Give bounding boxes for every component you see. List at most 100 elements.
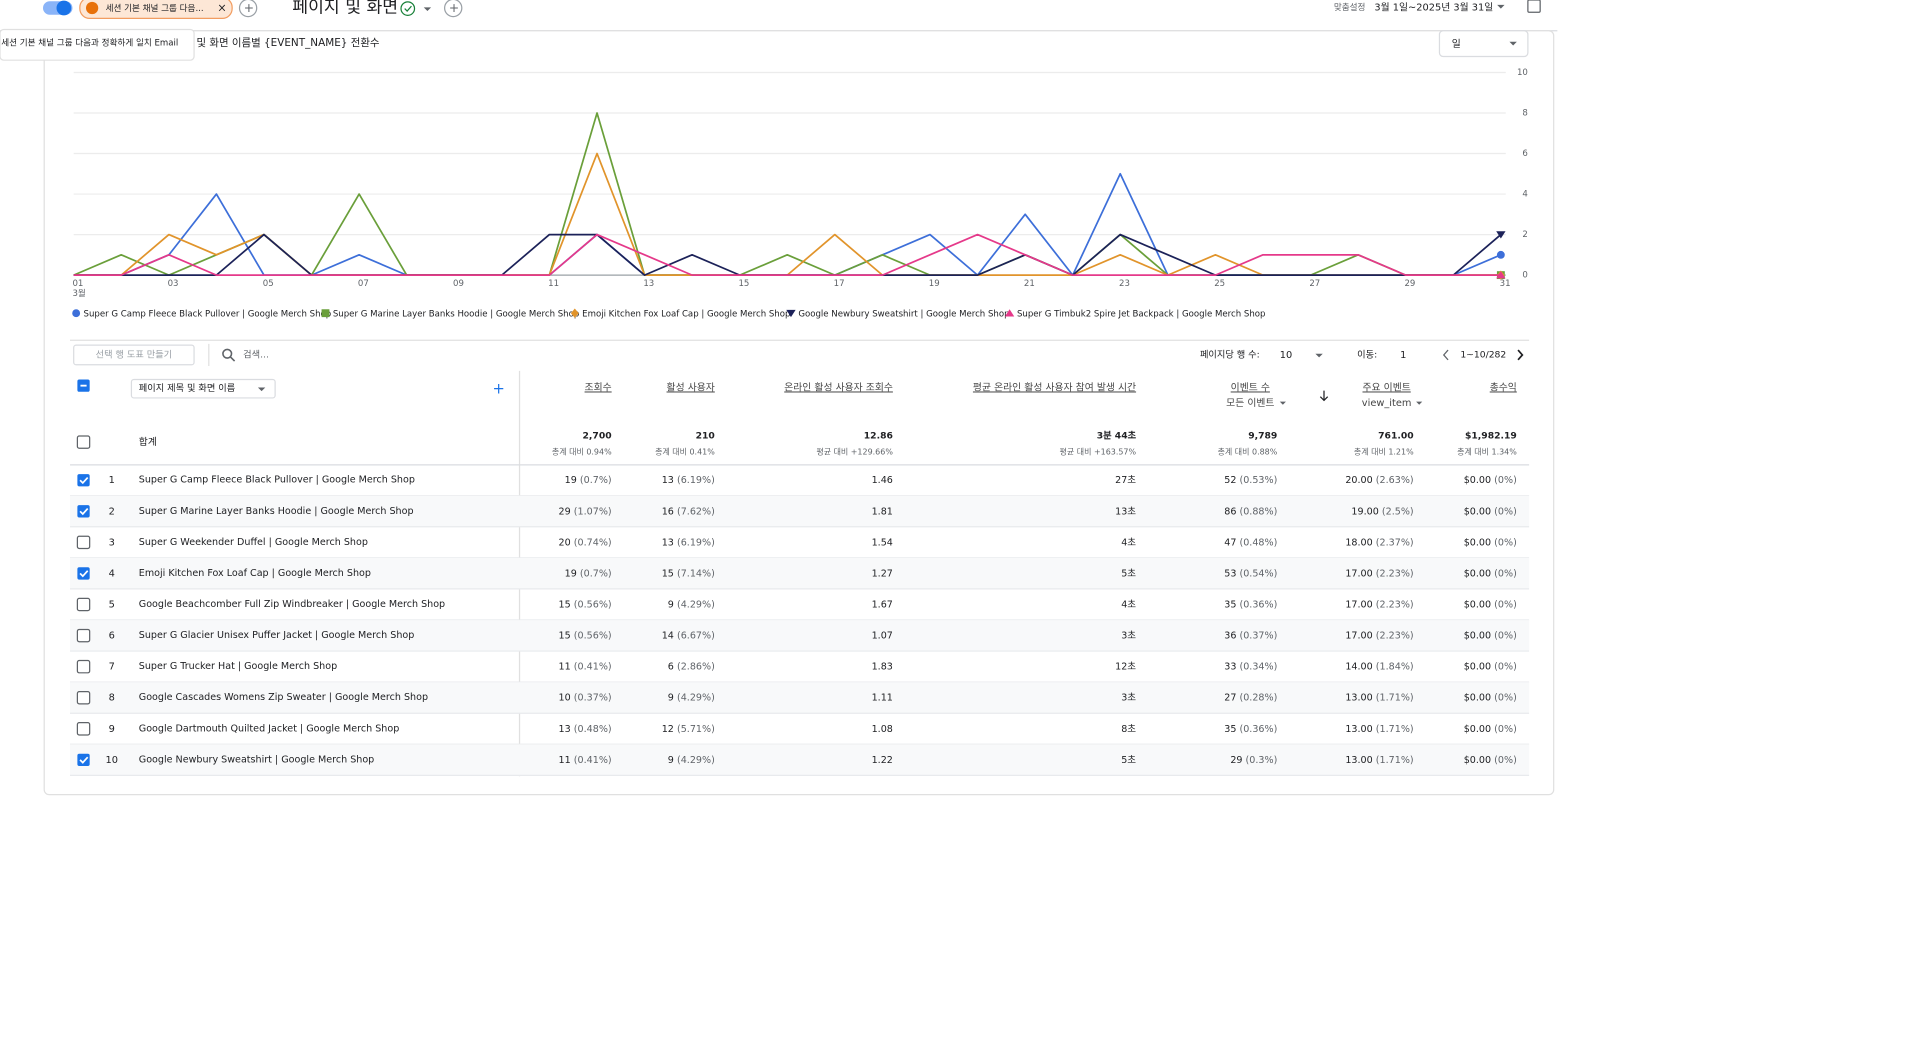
cell-share: (2.86%) — [677, 661, 715, 672]
row-title[interactable]: Super G Camp Fleece Black Pullover | Goo… — [139, 475, 415, 486]
row-title[interactable]: Super G Glacier Unisex Puffer Jacket | G… — [139, 630, 415, 641]
row-checkbox[interactable] — [77, 567, 90, 580]
column-header[interactable]: 평균 온라인 활성 사용자 참여 발생 시간 — [973, 380, 1136, 393]
legend-label[interactable]: Google Newbury Sweatshirt | Google Merch… — [798, 309, 1009, 319]
cell-value: 47 — [1224, 537, 1236, 548]
row-index: 5 — [109, 600, 115, 611]
cell-share: (0.34%) — [1239, 661, 1277, 672]
column-header[interactable]: 활성 사용자 — [667, 380, 715, 393]
interval-label[interactable]: 일 — [1452, 38, 1461, 50]
subheader-dropdown[interactable] — [1279, 401, 1286, 405]
x-tick-label: 21 — [1024, 279, 1035, 289]
interval-select[interactable] — [1438, 30, 1529, 58]
plot-rows-button[interactable] — [73, 344, 195, 366]
cell-value: $0.00 — [1464, 506, 1491, 517]
row-title[interactable]: Emoji Kitchen Fox Loaf Cap | Google Merc… — [139, 568, 371, 579]
next-page[interactable] — [1517, 349, 1524, 361]
cell-share: (0.56%) — [574, 599, 612, 610]
column-header[interactable]: 이벤트 수 — [1231, 381, 1270, 393]
cell: 27초 — [1115, 475, 1136, 486]
x-tick-label: 05 — [263, 279, 274, 289]
row-checkbox[interactable] — [76, 722, 91, 736]
dimension-dropdown[interactable] — [257, 387, 266, 392]
goto-label: 이동: — [1357, 349, 1377, 360]
title-dropdown[interactable] — [423, 7, 432, 12]
row-title[interactable]: Google Dartmouth Quilted Jacket | Google… — [139, 723, 399, 734]
sort-arrow[interactable] — [1319, 390, 1329, 402]
plot-rows-label[interactable]: 선택 행 도표 만들기 — [96, 348, 173, 360]
dimension-select[interactable] — [130, 378, 276, 399]
cell-share: (4.29%) — [677, 754, 715, 765]
subheader-dropdown[interactable] — [1416, 401, 1423, 405]
toggle-knob[interactable] — [56, 0, 72, 16]
row-title[interactable]: Super G Weekender Duffel | Google Merch … — [139, 537, 368, 548]
column-header[interactable]: 조회수 — [585, 381, 612, 393]
add-icon[interactable]: + — [449, 1, 459, 15]
row-index: 10 — [106, 755, 119, 766]
x-tick-label: 01 — [72, 279, 83, 289]
row-check — [79, 508, 89, 516]
row-checkbox[interactable] — [77, 505, 90, 518]
goto-value[interactable]: 1 — [1400, 350, 1406, 361]
add-button[interactable] — [444, 0, 463, 18]
cell-share: (0.7%) — [580, 568, 612, 579]
filter-chip[interactable] — [79, 0, 233, 20]
cell-share: (0.28%) — [1239, 692, 1277, 703]
search-placeholder[interactable]: 검색... — [243, 348, 269, 360]
total-sub: 평균 대비 +129.66% — [816, 446, 893, 456]
row-checkbox[interactable] — [76, 628, 91, 643]
total-label: 합계 — [139, 436, 157, 448]
dimension-label[interactable]: 페이지 제목 및 화면 이름 — [139, 382, 235, 394]
row-title[interactable]: Google Newbury Sweatshirt | Google Merch… — [139, 754, 374, 765]
row-title[interactable]: Google Cascades Womens Zip Sweater | Goo… — [139, 692, 428, 703]
interval-dropdown[interactable] — [1509, 41, 1517, 46]
cell-share: (0.88%) — [1239, 506, 1277, 517]
legend-label[interactable]: Super G Camp Fleece Black Pullover | Goo… — [84, 309, 332, 319]
chip-close[interactable]: × — [217, 2, 226, 15]
add-icon[interactable]: + — [244, 1, 254, 15]
row-checkbox[interactable] — [76, 535, 91, 550]
column-subheader[interactable]: 모든 이벤트 — [1226, 397, 1274, 409]
row-checkbox[interactable] — [77, 753, 90, 767]
row-checkbox[interactable] — [77, 474, 90, 487]
column-subheader[interactable]: view_item — [1362, 398, 1412, 409]
total-sub: 총계 대비 1.34% — [1457, 446, 1517, 456]
cell-value: $0.00 — [1464, 475, 1491, 486]
column-header[interactable]: 온라인 활성 사용자 조회수 — [784, 380, 893, 393]
share-icon[interactable] — [1527, 0, 1541, 13]
row-title[interactable]: Super G Marine Layer Banks Hoodie | Goog… — [139, 506, 414, 517]
cell-value: 27초 — [1115, 475, 1136, 486]
legend-label[interactable]: Emoji Kitchen Fox Loaf Cap | Google Merc… — [582, 309, 790, 319]
row-index: 6 — [109, 631, 115, 642]
column-header[interactable]: 총수익 — [1490, 381, 1517, 393]
legend-label[interactable]: Super G Timbuk2 Spire Jet Backpack | Goo… — [1017, 309, 1266, 319]
y-tick-label: 4 — [1522, 190, 1527, 200]
row-checkbox[interactable] — [76, 690, 91, 705]
add-dimension[interactable]: + — [493, 380, 505, 397]
cell-value: 86 — [1224, 506, 1236, 517]
cell-share: (0%) — [1494, 537, 1517, 548]
cell-value: 12초 — [1115, 661, 1136, 672]
rows-per-page-label: 페이지당 행 수: — [1200, 348, 1260, 360]
row-checkbox[interactable] — [76, 597, 91, 612]
cell-value: 4초 — [1121, 537, 1136, 548]
cell: 11 (0.41%) — [559, 661, 612, 672]
legend-label[interactable]: Super G Marine Layer Banks Hoodie | Goog… — [333, 309, 579, 319]
cell-value: 1.81 — [872, 506, 893, 517]
cell: 11 (0.41%) — [559, 754, 612, 765]
rows-dropdown[interactable] — [1315, 353, 1323, 358]
cell: 18.00 (2.37%) — [1345, 537, 1413, 548]
row-title[interactable]: Super G Trucker Hat | Google Merch Shop — [139, 661, 337, 672]
cell: 13.00 (1.71%) — [1345, 723, 1413, 734]
date-dropdown[interactable] — [1497, 4, 1505, 9]
row-title[interactable]: Google Beachcomber Full Zip Windbreaker … — [139, 599, 445, 610]
rows-per-page[interactable]: 10 — [1280, 350, 1293, 361]
x-tick-label: 27 — [1309, 279, 1320, 289]
date-range[interactable]: 3월 1일~2025년 3월 31일 — [1374, 1, 1493, 13]
row-checkbox[interactable] — [76, 659, 91, 674]
column-header[interactable]: 주요 이벤트 — [1363, 381, 1411, 393]
total-checkbox[interactable] — [76, 435, 91, 449]
prev-page[interactable] — [1442, 349, 1449, 361]
add-comparison[interactable] — [238, 0, 258, 18]
cell-share: (0%) — [1494, 692, 1517, 703]
